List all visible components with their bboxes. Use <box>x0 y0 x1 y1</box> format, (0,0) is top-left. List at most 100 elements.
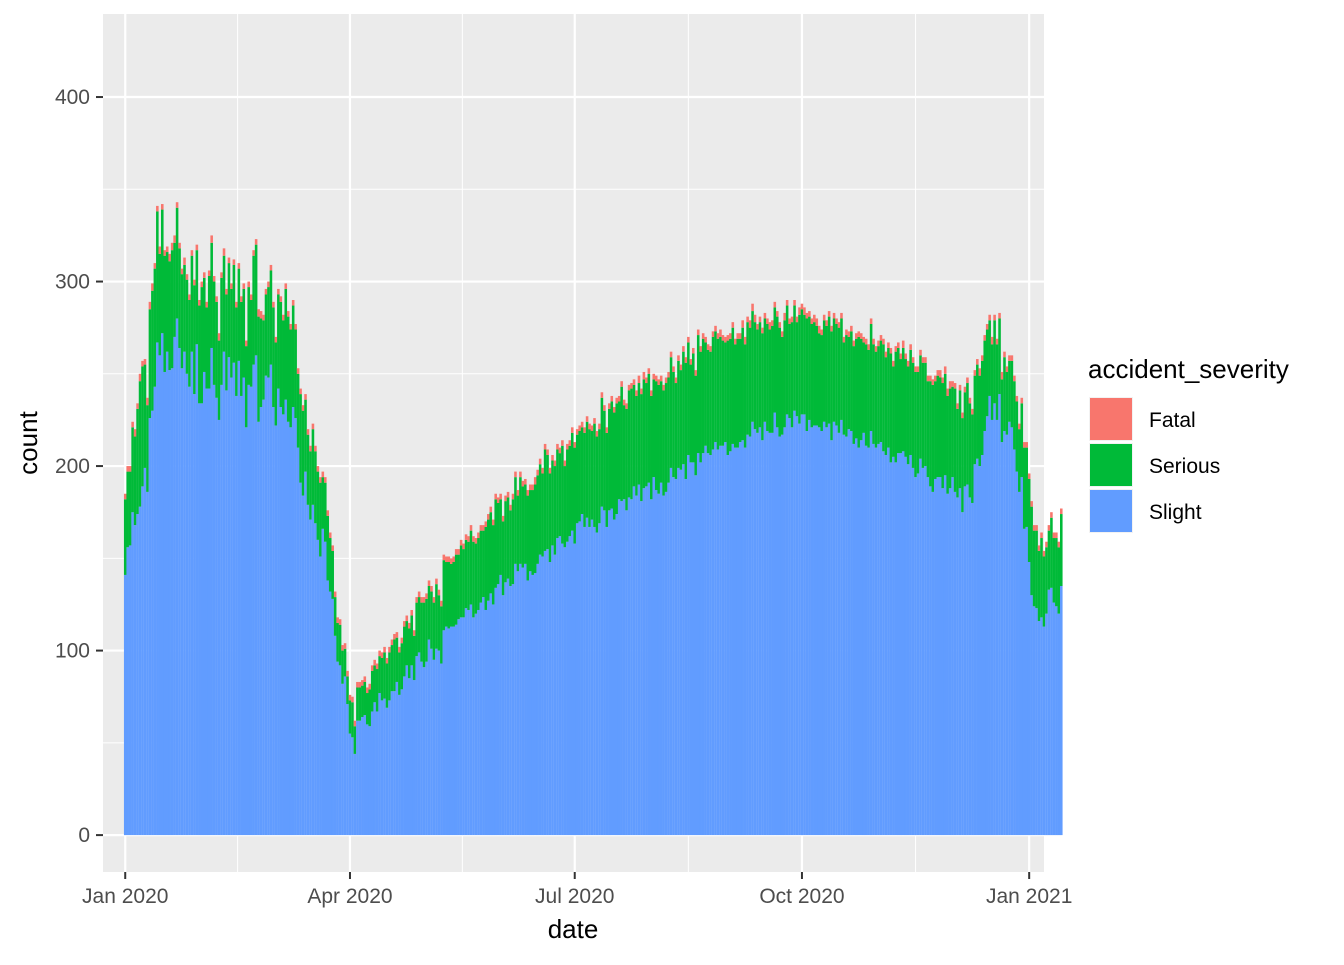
bar-segment-fatal <box>365 687 369 694</box>
bar-segment-serious <box>247 287 250 385</box>
bar-segment-serious <box>306 434 310 505</box>
bar-segment-serious <box>926 381 930 478</box>
bar-segment-fatal <box>311 423 315 430</box>
bar-segment-serious <box>514 477 517 564</box>
bar-segment-fatal <box>1030 501 1033 507</box>
bar-segment-serious <box>1008 360 1011 422</box>
bar-segment-serious <box>274 342 278 426</box>
bar-segment-serious <box>968 403 972 498</box>
bar-segment-fatal <box>563 460 567 467</box>
bar-segment-serious <box>753 322 757 430</box>
bar-segment-serious <box>415 602 418 657</box>
bar-segment-fatal <box>588 423 591 430</box>
bar-segment-slight <box>442 630 446 836</box>
bar-segment-fatal <box>615 397 619 404</box>
bar-segment-slight <box>200 403 204 836</box>
bar-segment-serious <box>447 562 451 629</box>
bar-segment-fatal <box>447 556 451 563</box>
bar-segment-slight <box>370 711 374 836</box>
bar-segment-fatal <box>435 578 438 585</box>
bar-segment-slight <box>647 482 651 836</box>
bar-segment-serious <box>682 351 685 465</box>
bar-segment-fatal <box>286 311 290 317</box>
bar-segment-serious <box>215 301 218 398</box>
bar-segment-slight <box>768 432 772 836</box>
bar-segment-fatal <box>647 368 651 374</box>
bar-segment-serious <box>748 327 752 437</box>
bar-segment-fatal <box>506 491 510 498</box>
bar-segment-slight <box>447 628 451 836</box>
bar-segment-slight <box>158 355 162 836</box>
bar-segment-serious <box>741 327 744 441</box>
bar-segment-slight <box>427 639 431 836</box>
bar-segment-serious <box>608 408 611 511</box>
bar-segment-serious <box>578 431 581 522</box>
bar-segment-serious <box>859 338 863 441</box>
bar-segment-serious <box>882 344 885 452</box>
bar-segment-fatal <box>741 320 744 328</box>
bar-segment-fatal <box>319 477 322 483</box>
bar-segment-serious <box>847 336 851 430</box>
bar-segment-serious <box>309 451 312 520</box>
bar-segment-serious <box>373 665 376 703</box>
bar-segment-serious <box>546 454 549 550</box>
bar-segment-serious <box>358 687 362 721</box>
bar-segment-slight <box>207 388 211 836</box>
bar-segment-fatal <box>733 338 737 345</box>
bar-segment-slight <box>911 467 915 836</box>
bar-segment-fatal <box>168 253 171 262</box>
bar-segment-serious <box>165 252 169 352</box>
bar-segment-slight <box>733 447 737 836</box>
bar-segment-slight <box>1003 431 1006 836</box>
bar-segment-serious <box>573 447 577 544</box>
bar-segment-slight <box>202 371 206 836</box>
bar-segment-slight <box>472 617 475 836</box>
bar-segment-serious <box>499 499 502 575</box>
bar-segment-slight <box>906 464 910 836</box>
bar-segment-serious <box>385 663 389 708</box>
bar-segment-serious <box>1003 357 1006 432</box>
bar-segment-slight <box>899 453 903 836</box>
bar-segment-slight <box>758 427 762 836</box>
bar-segment-fatal <box>378 650 381 657</box>
bar-segment-slight <box>533 573 537 836</box>
bar-segment-serious <box>543 449 547 551</box>
bar-segment-fatal <box>869 318 873 324</box>
bar-segment-fatal <box>943 366 947 374</box>
bar-segment-serious <box>259 318 263 408</box>
bar-segment-fatal <box>314 445 317 452</box>
bar-segment-fatal <box>862 336 865 343</box>
bar-segment-serious <box>998 318 1001 395</box>
bar-segment-fatal <box>304 394 307 400</box>
bar-segment-fatal <box>385 657 389 664</box>
bar-segment-fatal <box>274 336 278 343</box>
bar-segment-fatal <box>808 311 811 317</box>
bar-segment-slight <box>976 458 979 836</box>
bar-segment-fatal <box>672 366 675 372</box>
bar-segment-slight <box>593 526 596 836</box>
bar-segment-serious <box>277 294 280 389</box>
bar-segment-slight <box>435 648 438 836</box>
bar-segment-fatal <box>679 364 683 371</box>
bar-segment-fatal <box>758 316 762 323</box>
bar-segment-serious <box>800 309 804 415</box>
bar-segment-fatal <box>751 303 754 312</box>
bar-segment-serious <box>509 510 512 586</box>
bar-segment-slight <box>133 525 137 836</box>
bar-segment-slight <box>1010 427 1014 836</box>
bar-segment-fatal <box>504 495 507 502</box>
bar-segment-fatal <box>464 534 468 540</box>
bar-segment-fatal <box>706 344 710 350</box>
bar-segment-fatal <box>711 331 715 337</box>
bar-segment-fatal <box>961 412 964 419</box>
bar-segment-fatal <box>331 545 334 551</box>
bar-segment-slight <box>556 538 559 836</box>
bar-segment-fatal <box>605 427 609 433</box>
bar-segment-serious <box>583 432 586 527</box>
bar-segment-slight <box>847 429 851 836</box>
bar-segment-serious <box>506 497 510 579</box>
bar-segment-slight <box>919 458 922 836</box>
bar-segment-slight <box>719 445 722 836</box>
bar-segment-serious <box>580 427 584 515</box>
bar-segment-serious <box>827 316 831 424</box>
